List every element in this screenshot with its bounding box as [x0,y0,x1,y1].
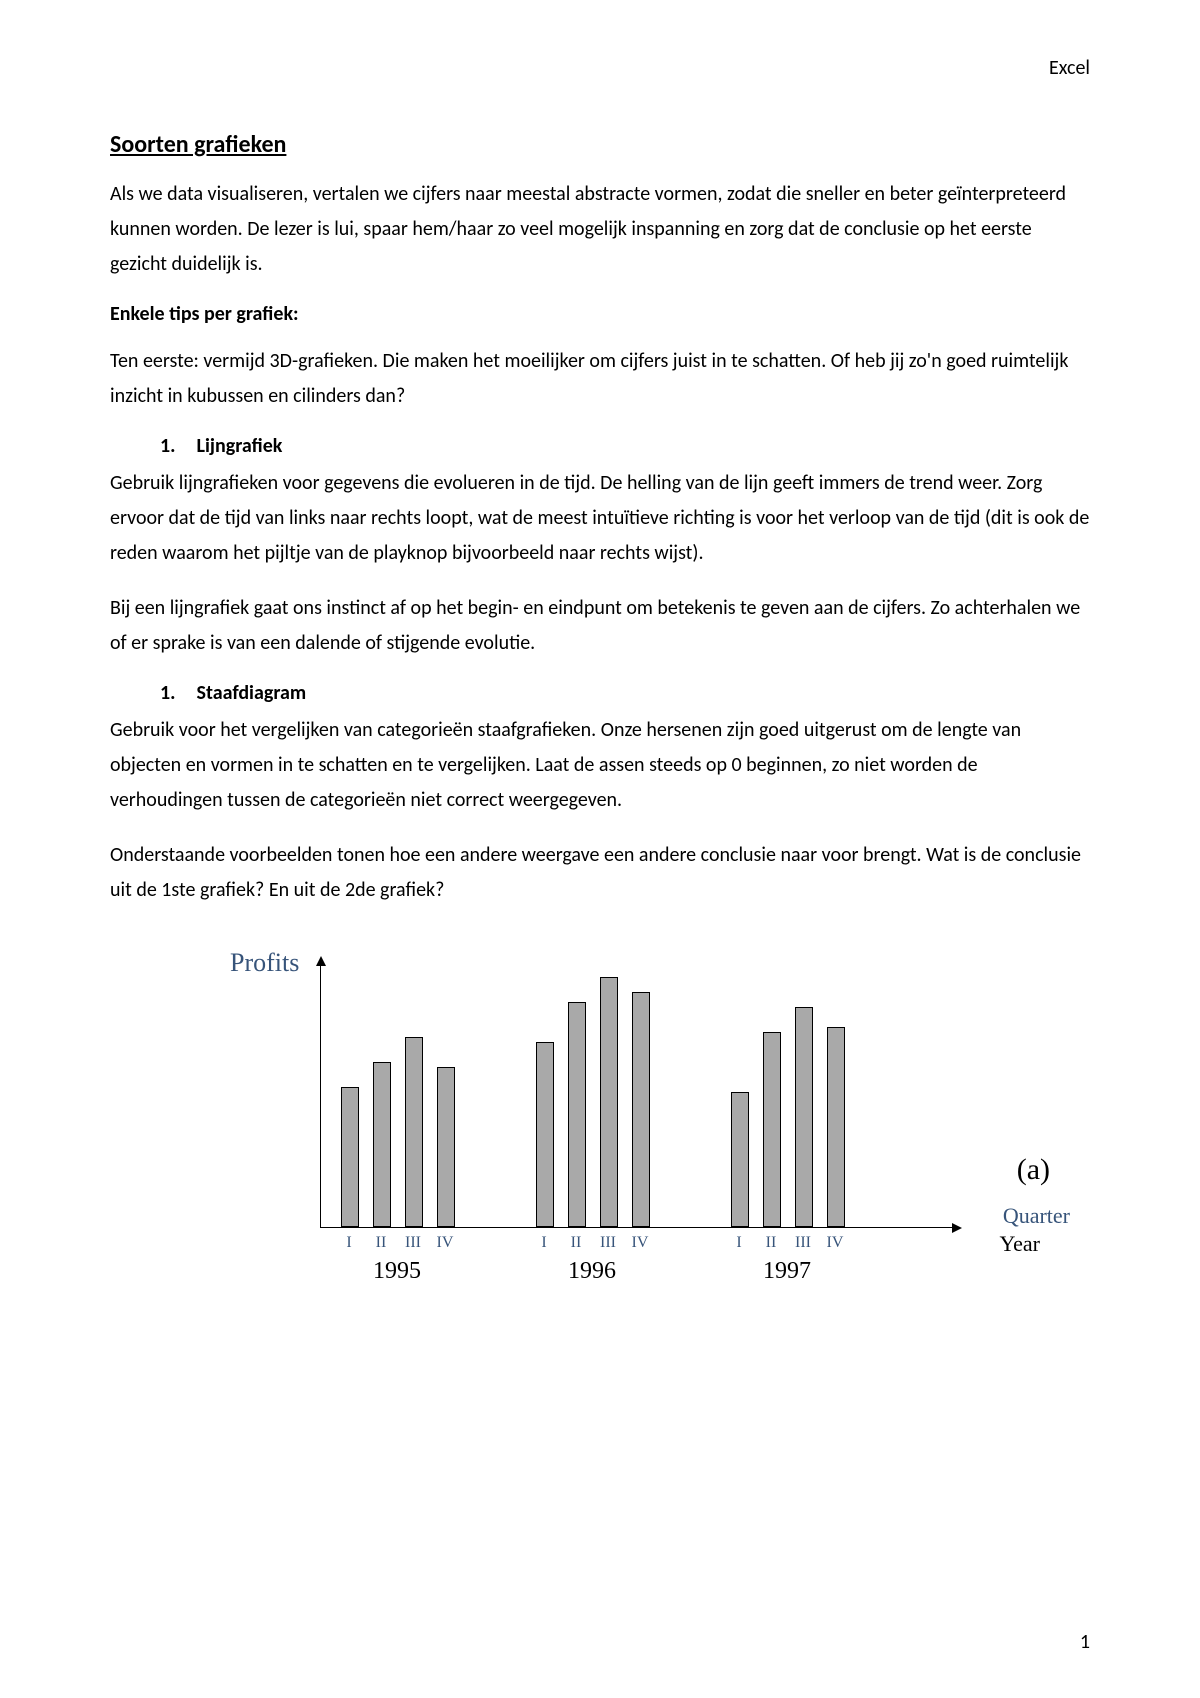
chart-bar [568,1002,586,1227]
chart-panel-label: (a) [1017,1153,1050,1187]
section-para: Bij een lijngrafiek gaat ons instinct af… [110,591,1090,661]
chart-bar [600,977,618,1227]
section-heading-lijngrafiek: 1. Lijngrafiek [160,434,1090,458]
arrowhead-up-icon [316,956,326,966]
chart-x-axis-label-secondary: Year [999,1231,1040,1257]
chart-bar [536,1042,554,1227]
chart-year-label: 1995 [337,1258,457,1285]
chart-quarter-labels: IIIIIIIV [730,1234,844,1252]
chart-quarter-label: I [730,1234,748,1252]
list-number: 1. [160,681,192,705]
chart-quarter-label: IV [631,1234,649,1252]
page-number: 1 [1080,1630,1090,1654]
page-title: Soorten grafieken [110,130,1090,159]
chart-bar [795,1007,813,1227]
chart-quarter-label: III [794,1234,812,1252]
chart-bar [437,1067,455,1227]
section-heading-staafdiagram: 1. Staafdiagram [160,681,1090,705]
chart-x-axis-label: Quarter [1003,1203,1070,1229]
chart-quarter-label: III [404,1234,422,1252]
chart-x-axis-ticks: IIIIIIIV1995IIIIIIIV1996IIIIIIIV1997 [320,1228,960,1298]
chart-bar [731,1092,749,1227]
section-para: Gebruik lijngrafieken voor gegevens die … [110,466,1090,571]
list-label: Staafdiagram [197,681,307,705]
chart-quarter-label: IV [826,1234,844,1252]
chart-bar [405,1037,423,1227]
section-para: Onderstaande voorbeelden tonen hoe een a… [110,838,1090,908]
section-para: Gebruik voor het vergelijken van categor… [110,713,1090,818]
chart-bar [632,992,650,1227]
header-label: Excel [1049,56,1090,80]
chart-quarter-labels: IIIIIIIV [340,1234,454,1252]
chart-bar [373,1062,391,1227]
list-label: Lijngrafiek [197,434,283,458]
chart-bar [827,1027,845,1227]
list-number: 1. [160,434,192,458]
chart-bar [763,1032,781,1227]
chart-year-label: 1997 [727,1258,847,1285]
chart-bar [341,1087,359,1227]
profits-bar-chart: Profits (a) Quarter Year IIIIIIIV1995III… [240,958,960,1298]
chart-y-axis-label: Profits [230,948,299,978]
chart-quarter-label: II [567,1234,585,1252]
tip-3d: Ten eerste: vermijd 3D-grafieken. Die ma… [110,344,1090,414]
chart-quarter-labels: IIIIIIIV [535,1234,649,1252]
chart-quarter-label: IV [436,1234,454,1252]
chart-plot-area: (a) Quarter Year [320,958,960,1228]
chart-quarter-label: I [535,1234,553,1252]
document-page: Excel Soorten grafieken Als we data visu… [0,0,1200,1698]
chart-quarter-label: III [599,1234,617,1252]
chart-quarter-label: II [762,1234,780,1252]
intro-paragraph: Als we data visualiseren, vertalen we ci… [110,177,1090,282]
tips-heading: Enkele tips per grafiek: [110,302,1090,326]
chart-bar-group [731,1007,845,1227]
chart-bar-group [341,1037,455,1227]
chart-quarter-label: II [372,1234,390,1252]
chart-bar-group [536,977,650,1227]
chart-quarter-label: I [340,1234,358,1252]
chart-year-label: 1996 [532,1258,652,1285]
